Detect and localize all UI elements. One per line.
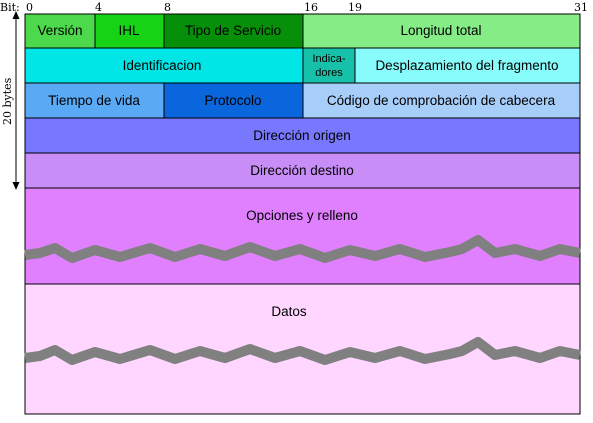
checksum-label: Código de comprobación de cabecera xyxy=(327,93,556,108)
version-field xyxy=(24,13,96,49)
ttl-label: Tiempo de vida xyxy=(48,93,140,108)
protocol-label: Protocolo xyxy=(204,93,261,108)
fragment-offset-field xyxy=(354,47,581,84)
tos-field xyxy=(163,13,304,49)
row-2: Identificacion Indica- dores Desplazamie… xyxy=(24,47,581,84)
bit-tick-4: 4 xyxy=(95,1,102,14)
version-label: Versión xyxy=(37,23,82,38)
size-arrow xyxy=(12,11,20,190)
bit-tick-8: 8 xyxy=(164,1,171,14)
bit-tick-16: 16 xyxy=(304,1,318,14)
fragment-offset-label: Desplazamiento del fragmento xyxy=(375,58,558,73)
bit-axis-prefix: Bit: xyxy=(0,1,20,14)
data-label: Datos xyxy=(271,304,307,319)
data-break-line xyxy=(24,337,581,365)
options-break-line xyxy=(24,235,581,263)
flags-label-line2: dores xyxy=(315,67,343,79)
total-length-label: Longitud total xyxy=(400,23,481,38)
row-3: Tiempo de vida Protocolo Código de compr… xyxy=(24,82,581,119)
size-label: 20 bytes xyxy=(1,77,14,125)
tos-label: Tipo de Servicio xyxy=(185,23,281,38)
row-5: Dirección destino xyxy=(24,152,581,189)
destination-address-field xyxy=(24,152,581,189)
bit-tick-19: 19 xyxy=(348,1,362,14)
flags-label-line1: Indica- xyxy=(312,53,345,65)
options-label: Opciones y relleno xyxy=(246,208,358,223)
ttl-field xyxy=(24,82,165,119)
options-field xyxy=(24,187,581,285)
row-1: Versión IHL Tipo de Servicio Longitud to… xyxy=(24,13,581,49)
source-address-label: Dirección origen xyxy=(253,128,351,143)
identification-label: Identificacion xyxy=(123,58,202,73)
data-block: Datos xyxy=(24,283,581,415)
row-4: Dirección origen xyxy=(24,117,581,154)
bit-tick-0: 0 xyxy=(26,1,33,14)
options-block: Opciones y relleno xyxy=(24,187,581,285)
destination-address-label: Dirección destino xyxy=(250,163,354,178)
checksum-field xyxy=(302,82,581,119)
ihl-field xyxy=(94,13,165,49)
protocol-field xyxy=(163,82,304,119)
bit-tick-31: 31 xyxy=(574,1,588,14)
ihl-label: IHL xyxy=(118,23,140,38)
